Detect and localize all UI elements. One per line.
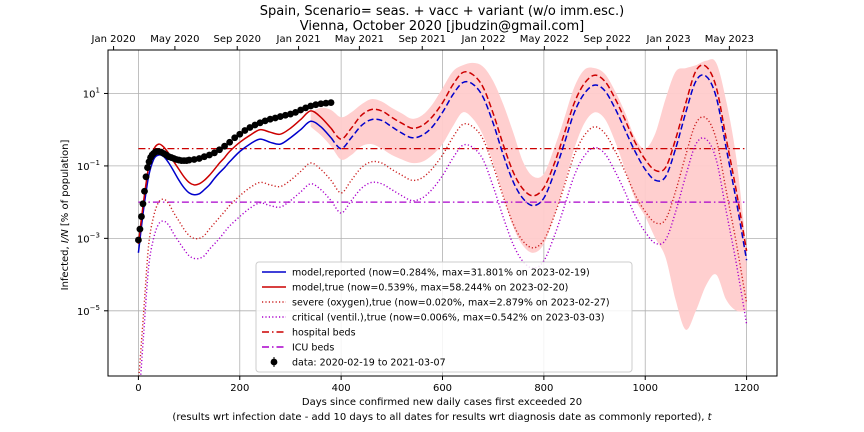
series-line-0-projection <box>330 74 748 261</box>
y-tick-label-0: 101 <box>83 86 100 100</box>
x-tick-label-2: 400 <box>332 383 351 394</box>
data-point-3 <box>139 200 147 208</box>
data-point-38 <box>251 121 259 129</box>
series-line-1-fit <box>137 110 332 245</box>
data-point-26 <box>190 156 198 163</box>
data-point-41 <box>266 115 274 123</box>
top-tick-label-2: Sep 2020 <box>213 34 260 45</box>
top-tick-label-6: Jan 2022 <box>461 34 506 45</box>
chart-title-line2: Vienna, October 2020 [jbudzin@gmail.com] <box>300 19 584 34</box>
x-tick-label-6: 1200 <box>734 383 759 394</box>
top-tick-label-9: Jan 2023 <box>646 34 691 45</box>
legend-label-data: data: 2020-02-19 to 2021-03-07 <box>292 358 446 369</box>
top-date-axis: Jan 2020 May 2020 Sep 2020 Jan 2021 May 2021… <box>91 34 754 50</box>
top-tick-label-3: Jan 2021 <box>276 34 321 45</box>
y-axis-label: Infected, I/N [% of population] <box>60 140 71 291</box>
legend: model,reported (now=0.284%, max=31.801% … <box>255 261 633 373</box>
x-axis-ticks: 0 200 400 600 800 1000 1200 <box>135 376 759 394</box>
data-point-53 <box>327 99 335 106</box>
data-point-35 <box>236 130 244 138</box>
data-point-37 <box>246 124 254 131</box>
x-axis-label-line2: (results wrt infection date - add 10 day… <box>172 412 712 423</box>
legend-swatch-data <box>270 358 278 366</box>
y-axis-ticks: 101 10−1 10−3 10−5 <box>77 86 108 318</box>
series-line-1-projection <box>330 64 748 252</box>
data-point-50 <box>312 101 320 109</box>
data-point-5 <box>142 173 150 181</box>
top-tick-label-0: Jan 2020 <box>91 34 136 45</box>
data-point-0 <box>135 236 142 244</box>
legend-label-3: critical (ventil.),true (now=0.006%, max… <box>292 313 605 324</box>
data-point-25 <box>185 156 193 164</box>
data-point-2 <box>138 213 145 220</box>
legend-label-2: severe (oxygen),true (now=0.020%, max=2.… <box>292 298 610 309</box>
top-tick-label-7: May 2022 <box>520 34 569 45</box>
data-point-33 <box>226 138 234 146</box>
x-tick-label-5: 1000 <box>633 383 658 394</box>
y-tick-label-1: 10−1 <box>77 159 100 173</box>
x-tick-label-3: 600 <box>433 383 452 394</box>
x-axis-label-line1: Days since confirmed new daily cases fir… <box>302 397 582 408</box>
data-point-4 <box>141 187 148 195</box>
data-point-29 <box>205 151 213 159</box>
x-tick-label-0: 0 <box>135 383 141 394</box>
legend-box <box>255 261 633 373</box>
data-points-layer <box>135 99 335 244</box>
data-point-6 <box>144 164 151 171</box>
top-tick-label-10: May 2023 <box>705 34 754 45</box>
legend-label-0: model,reported (now=0.284%, max=31.801% … <box>292 268 590 279</box>
data-point-44 <box>281 111 289 119</box>
series-layer <box>137 64 748 376</box>
legend-label-5: ICU beds <box>292 343 334 354</box>
data-point-34 <box>231 134 239 142</box>
y-tick-label-2: 10−3 <box>77 231 100 245</box>
x-tick-label-1: 200 <box>230 383 249 394</box>
x-tick-label-4: 800 <box>534 383 553 394</box>
top-tick-label-1: May 2020 <box>150 34 199 45</box>
data-point-30 <box>211 149 218 157</box>
series-line-3 <box>139 137 748 376</box>
data-point-31 <box>216 146 223 154</box>
legend-label-1: model,true (now=0.539%, max=58.244% on 2… <box>292 283 568 294</box>
top-tick-label-5: Sep 2021 <box>398 34 445 45</box>
data-point-51 <box>317 100 325 108</box>
chart-title-line1: Spain, Scenario= seas. + vacc + variant … <box>260 4 624 19</box>
data-point-1 <box>136 225 144 233</box>
top-tick-label-8: Sep 2022 <box>583 34 630 45</box>
data-point-36 <box>241 127 249 134</box>
data-point-32 <box>221 142 228 150</box>
data-point-52 <box>322 99 330 107</box>
top-tick-label-4: May 2021 <box>335 34 384 45</box>
data-point-46 <box>292 109 299 116</box>
y-tick-label-3: 10−5 <box>77 304 100 318</box>
series-line-2 <box>138 116 748 376</box>
legend-label-4: hospital beds <box>292 328 356 339</box>
